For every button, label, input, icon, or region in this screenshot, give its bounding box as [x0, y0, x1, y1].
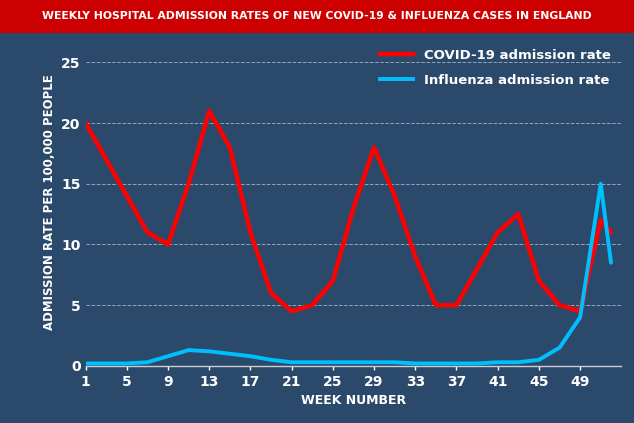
Text: WEEKLY HOSPITAL ADMISSION RATES OF NEW COVID-19 & INFLUENZA CASES IN ENGLAND: WEEKLY HOSPITAL ADMISSION RATES OF NEW C…	[42, 11, 592, 22]
Y-axis label: ADMISSION RATE PER 100,000 PEOPLE: ADMISSION RATE PER 100,000 PEOPLE	[42, 74, 56, 330]
Legend: COVID-19 admission rate, Influenza admission rate: COVID-19 admission rate, Influenza admis…	[377, 45, 615, 91]
X-axis label: WEEK NUMBER: WEEK NUMBER	[301, 395, 406, 407]
